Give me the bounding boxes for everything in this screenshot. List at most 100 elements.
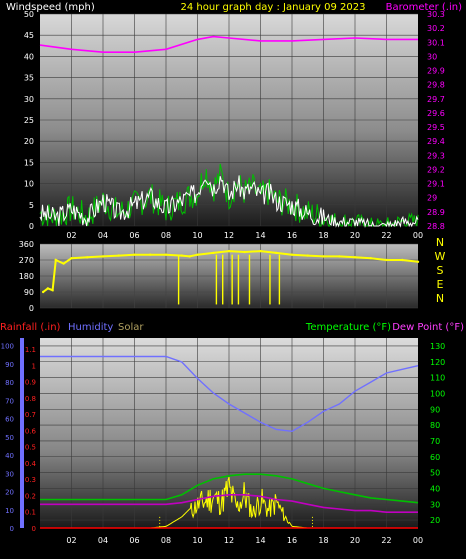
top-time-tick: 14 bbox=[255, 231, 265, 240]
humidity-tick-label: 30 bbox=[5, 470, 14, 478]
barometer-tick-label: 29.6 bbox=[427, 109, 445, 118]
direction-point bbox=[306, 254, 309, 257]
humidity-axis-bar bbox=[20, 338, 24, 528]
temperature-tick-label: 70 bbox=[430, 437, 440, 446]
temperature-tick-label: 130 bbox=[430, 342, 445, 351]
direction-axis: 0 90 180 270 360 bbox=[19, 240, 34, 313]
wind-axis: 0 5 10 15 20 25 30 35 40 45 50 bbox=[24, 10, 34, 231]
top-time-tick: 22 bbox=[381, 231, 391, 240]
direction-point bbox=[243, 250, 246, 254]
top-time-tick: 08 bbox=[161, 231, 171, 240]
direction-point bbox=[117, 254, 120, 257]
humidity-label: Humidity bbox=[68, 322, 113, 333]
temperature-tick-label: 120 bbox=[430, 358, 445, 367]
temperature-tick-label: 30 bbox=[430, 500, 440, 509]
direction-grid bbox=[40, 243, 418, 309]
top-time-tick: 04 bbox=[98, 231, 108, 240]
barometer-tick-label: 28.9 bbox=[427, 208, 445, 217]
rain-tick-label: 0.7 bbox=[25, 411, 36, 419]
rain-tick-label: 0.6 bbox=[25, 427, 37, 435]
compass-letter: S bbox=[437, 264, 444, 277]
barometer-tick-label: 29.3 bbox=[427, 151, 445, 160]
direction-point bbox=[70, 257, 73, 260]
rain-tick-label: 0 bbox=[32, 525, 36, 533]
direction-point bbox=[369, 257, 372, 260]
top-time-tick: 10 bbox=[192, 231, 202, 240]
wind-tick-label: 45 bbox=[24, 31, 34, 40]
temperature-tick-label: 20 bbox=[430, 516, 440, 525]
direction-point bbox=[62, 262, 65, 265]
temperature-line bbox=[40, 473, 419, 504]
solar-label: Solar bbox=[118, 322, 144, 333]
temperature-axis: 20 30 40 50 60 70 80 90 100 110 120 130 bbox=[430, 342, 445, 525]
rain-tick-label: 0.9 bbox=[25, 379, 36, 387]
direction-tick-label: 0 bbox=[29, 304, 34, 313]
top-time-tick: 02 bbox=[66, 231, 76, 240]
direction-tick-label: 270 bbox=[19, 256, 34, 265]
direction-tick-label: 360 bbox=[19, 240, 34, 249]
top-time-tick: 16 bbox=[287, 231, 297, 240]
top-time-tick: 18 bbox=[318, 231, 328, 240]
barometer-tick-label: 29 bbox=[427, 194, 437, 203]
direction-point bbox=[385, 258, 388, 262]
barometer-tick-label: 29.9 bbox=[427, 67, 445, 76]
direction-point bbox=[196, 253, 199, 256]
direction-point bbox=[51, 289, 54, 292]
bottom-time-tick: 06 bbox=[129, 536, 139, 545]
bottom-time-tick: 12 bbox=[224, 536, 234, 545]
direction-point bbox=[46, 287, 50, 290]
compass-letter: W bbox=[435, 250, 446, 263]
barometer-tick-label: 30.2 bbox=[427, 24, 445, 33]
bottom-time-tick: 00 bbox=[413, 536, 423, 545]
barometer-tick-label: 30 bbox=[427, 52, 437, 61]
rain-tick-label: 0.1 bbox=[25, 509, 36, 517]
bottom-time-tick: 18 bbox=[318, 536, 328, 545]
barometer-tick-label: 30.3 bbox=[427, 10, 445, 19]
direction-point bbox=[101, 255, 105, 258]
wind-tick-label: 15 bbox=[24, 158, 34, 167]
rain-tick-label: 0.5 bbox=[25, 444, 36, 452]
direction-point bbox=[133, 253, 136, 256]
direction-point bbox=[180, 254, 183, 257]
rain-axis: 0 0.1 0.2 0.3 0.4 0.5 0.6 0.7 0.8 0.9 1 1.1 bbox=[25, 346, 37, 533]
wind-tick-label: 50 bbox=[24, 10, 34, 19]
temperature-tick-label: 80 bbox=[430, 421, 440, 430]
temperature-tick-label: 90 bbox=[430, 405, 440, 414]
humidity-axis: 0 10 20 30 40 50 60 70 80 90 100 bbox=[1, 343, 14, 533]
rain-tick-label: 0.2 bbox=[25, 492, 36, 500]
direction-point bbox=[353, 256, 357, 259]
barometer-tick-label: 29.4 bbox=[427, 137, 445, 146]
wind-series bbox=[39, 35, 419, 228]
temperature-tick-label: 40 bbox=[430, 484, 440, 493]
direction-point bbox=[164, 253, 168, 256]
windspeed-line bbox=[39, 175, 419, 228]
humidity-line bbox=[40, 355, 419, 433]
rain-tick-label: 1 bbox=[32, 362, 36, 370]
direction-point bbox=[259, 249, 262, 253]
barometer-tick-label: 28.8 bbox=[427, 222, 445, 231]
direction-point bbox=[188, 255, 191, 258]
barometer-tick-label: 29.5 bbox=[427, 123, 445, 132]
rain-tick-label: 1.1 bbox=[25, 346, 36, 354]
humidity-tick-label: 100 bbox=[1, 343, 14, 351]
temperature-label: Temperature (°F) bbox=[305, 322, 391, 333]
rainfall-label: Rainfall (.in) bbox=[0, 322, 61, 333]
direction-series bbox=[41, 249, 420, 305]
wind-tick-label: 20 bbox=[24, 137, 34, 146]
windspeed-label: Windspeed (mph) bbox=[6, 2, 95, 13]
compass-letter: N bbox=[436, 292, 444, 305]
direction-point bbox=[212, 251, 215, 255]
bottom-time-tick: 20 bbox=[350, 536, 360, 545]
bottom-time-tick: 04 bbox=[98, 536, 108, 545]
barometer-tick-label: 29.8 bbox=[427, 81, 445, 90]
humidity-tick-label: 60 bbox=[5, 416, 14, 424]
direction-tick-label: 90 bbox=[24, 288, 34, 297]
humidity-tick-label: 70 bbox=[5, 397, 14, 405]
temperature-tick-label: 100 bbox=[430, 389, 445, 398]
wind-tick-label: 25 bbox=[24, 116, 34, 125]
dewpoint-label: Dew Point (°F) bbox=[392, 322, 464, 333]
temperature-tick-label: 110 bbox=[430, 374, 445, 383]
bottom-time-tick: 14 bbox=[255, 536, 265, 545]
bottom-time-tick: 08 bbox=[161, 536, 171, 545]
direction-point bbox=[416, 260, 420, 263]
